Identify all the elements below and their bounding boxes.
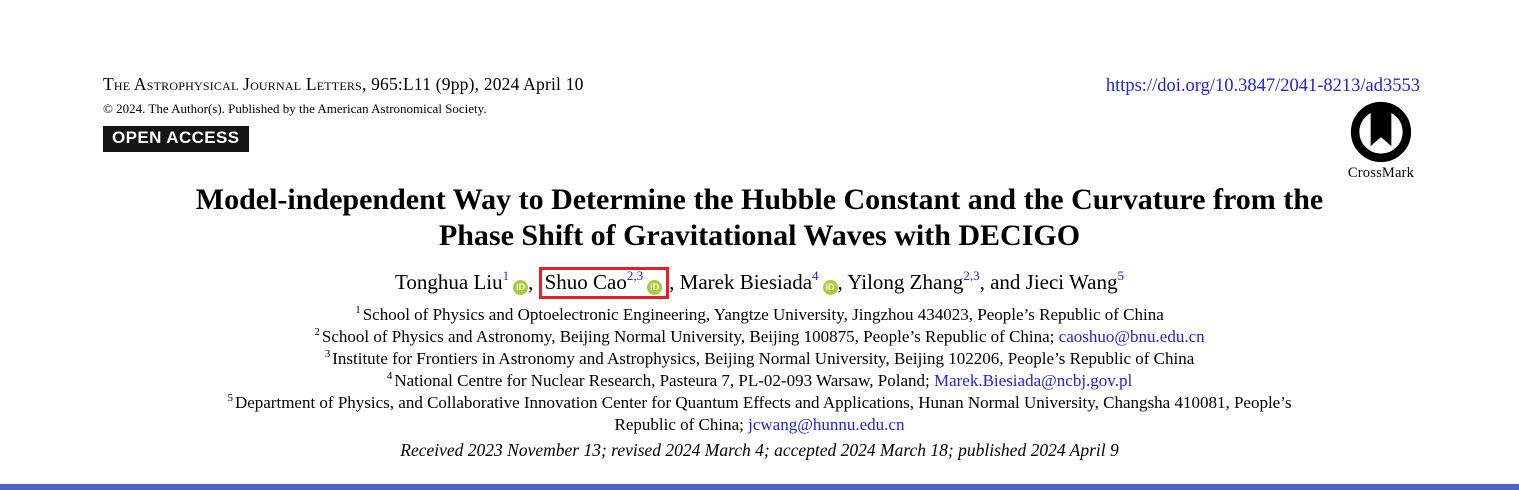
author-separator: , and	[979, 270, 1026, 294]
author-separator: ,	[837, 270, 848, 294]
author-separator: ,	[669, 270, 680, 294]
affiliation-superscript: 1	[355, 304, 361, 317]
crossmark-label: CrossMark	[1347, 165, 1415, 181]
author: Shuo Cao2,3iD	[538, 267, 670, 299]
author: Jieci Wang5	[1025, 268, 1124, 294]
open-access-badge[interactable]: OPEN ACCESS	[103, 126, 249, 152]
author: Marek Biesiada4iD	[679, 268, 838, 295]
received-line: Received 2023 November 13; revised 2024 …	[400, 440, 1119, 460]
paper-title: Model-independent Way to Determine the H…	[95, 182, 1424, 254]
author-superscript: 1	[502, 268, 510, 283]
affiliation-list: 1 School of Physics and Optoelectronic En…	[85, 304, 1434, 436]
affiliation-text: Department of Physics, and Collaborative…	[234, 393, 1292, 412]
affiliation-text: School of Physics and Optoelectronic Eng…	[362, 305, 1164, 324]
affiliation-superscript: 3	[324, 348, 331, 361]
affiliation-email-link[interactable]: jcwang@hunnu.edu.cn	[748, 415, 905, 434]
bottom-bar	[0, 484, 1519, 490]
affiliation-text: Republic of China;	[614, 415, 749, 434]
title-line-2: Phase Shift of Gravitational Waves with …	[438, 219, 1081, 252]
affiliation-line: 3 Institute for Frontiers in Astronomy an…	[85, 348, 1434, 370]
author: Yilong Zhang2,3	[847, 268, 980, 294]
journal-citation-line: The Astrophysical Journal Letters, 965:L…	[103, 74, 584, 95]
author: Tonghua Liu1iD	[395, 268, 529, 295]
crossmark-icon	[1338, 100, 1424, 164]
affiliation-text: School of Physics and Astronomy, Beijing…	[321, 327, 1059, 346]
author-name: Marek Biesiada	[679, 270, 813, 294]
affiliation-line: 1 School of Physics and Optoelectronic En…	[85, 304, 1434, 326]
affiliation-text: Institute for Frontiers in Astronomy and…	[332, 349, 1195, 368]
affiliation-superscript: 2	[314, 326, 320, 339]
author-superscript: 4	[812, 268, 819, 283]
affiliation-superscript: 4	[386, 370, 393, 383]
author-name: Yilong Zhang	[847, 270, 964, 294]
author-name: Tonghua Liu	[395, 270, 503, 294]
author-name: Jieci Wang	[1025, 270, 1118, 294]
affiliation-email-link[interactable]: Marek.Biesiada@ncbj.gov.pl	[933, 371, 1133, 390]
journal-name: The Astrophysical Journal Letters	[103, 74, 362, 94]
author-separator: ,	[528, 270, 539, 294]
author-superscript: 2,3	[626, 268, 644, 283]
affiliation-line: 4 National Centre for Nuclear Research, P…	[85, 370, 1434, 392]
author-superscript: 2,3	[963, 268, 980, 283]
author-superscript: 5	[1117, 268, 1124, 283]
affiliation-superscript: 5	[227, 392, 233, 405]
affiliation-text: National Centre for Nuclear Research, Pa…	[394, 371, 934, 390]
crossmark-link[interactable]: CrossMark	[1338, 100, 1424, 182]
copyright-line: © 2024. The Author(s). Published by the …	[103, 101, 487, 116]
author-name: Shuo Cao	[544, 270, 627, 294]
orcid-icon[interactable]: iD	[822, 280, 838, 295]
doi-link[interactable]: https://doi.org/10.3847/2041-8213/ad3553	[1105, 76, 1420, 96]
affiliation-email-link[interactable]: caoshuo@bnu.edu.cn	[1058, 327, 1205, 346]
journal-masthead: The Astrophysical Journal Letters, 965:L…	[103, 74, 584, 152]
affiliation-line: Republic of China; jcwang@hunnu.edu.cn	[85, 414, 1434, 436]
affiliation-line: 2 School of Physics and Astronomy, Beijin…	[85, 326, 1434, 348]
affiliation-line: 5 Department of Physics, and Collaborativ…	[85, 392, 1434, 414]
title-line-1: Model-independent Way to Determine the H…	[195, 183, 1324, 216]
orcid-icon[interactable]: iD	[513, 280, 529, 295]
orcid-icon[interactable]: iD	[647, 280, 663, 295]
journal-citation: , 965:L11 (9pp), 2024 April 10	[361, 74, 584, 94]
author-list: Tonghua Liu1iD, Shuo Cao2,3iD, Marek Bie…	[0, 267, 1519, 299]
